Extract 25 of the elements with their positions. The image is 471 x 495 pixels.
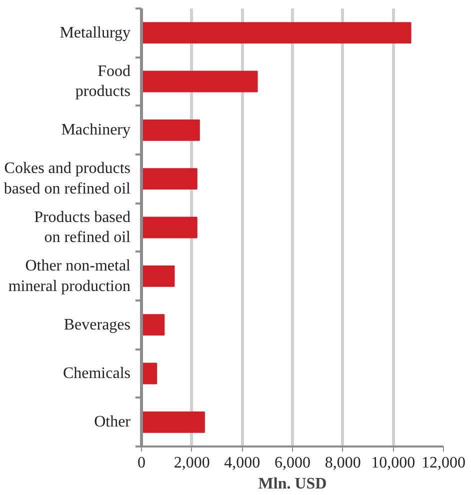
x-tick-label: 6,000 bbox=[274, 454, 310, 472]
bar bbox=[142, 216, 198, 238]
bar bbox=[142, 119, 200, 141]
x-tick-label: 8,000 bbox=[324, 454, 361, 472]
bar bbox=[142, 411, 205, 433]
x-tick-label: 4,000 bbox=[224, 454, 260, 472]
bar bbox=[142, 314, 165, 336]
y-tick-label: Metallurgy bbox=[60, 24, 131, 42]
bar bbox=[142, 168, 198, 190]
x-axis-title: Mln. USD bbox=[258, 476, 327, 492]
y-tick-label: Other bbox=[94, 414, 132, 431]
bar bbox=[142, 22, 412, 44]
y-tick-label: Beverages bbox=[64, 316, 131, 334]
x-tick-label: 0 bbox=[138, 454, 146, 472]
y-tick-label: Cokes and products based on refined oil bbox=[4, 160, 132, 198]
y-tick-label: Machinery bbox=[61, 122, 131, 139]
y-tick-label: Products based on refined oil bbox=[34, 208, 132, 246]
x-tick-label: 12,000 bbox=[422, 454, 466, 472]
bar bbox=[142, 265, 175, 287]
y-tick-label: Chemicals bbox=[62, 365, 131, 382]
y-tick-label: Food products bbox=[75, 62, 131, 100]
x-tick-label: 10,000 bbox=[371, 454, 416, 472]
bar bbox=[142, 70, 258, 92]
y-tick-label: Other non-metal mineral production bbox=[8, 257, 132, 295]
x-tick-label: 2,000 bbox=[174, 454, 210, 472]
